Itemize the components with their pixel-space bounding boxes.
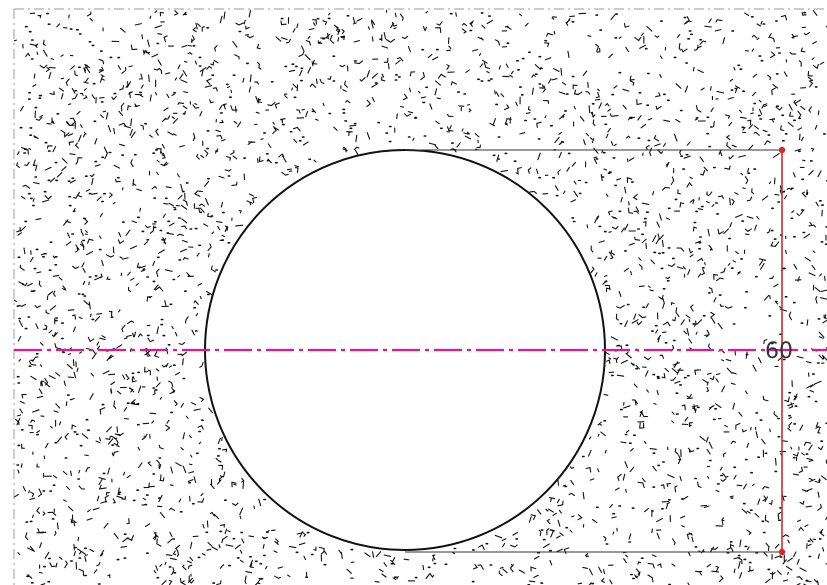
dimension-endpoint-top <box>778 146 786 154</box>
dimension-label: 60 <box>765 339 793 364</box>
stipple-dots <box>16 11 827 585</box>
dimension-endpoint-bottom <box>778 548 786 556</box>
stipple-strokes <box>14 10 827 585</box>
stipple-pattern <box>14 10 827 585</box>
